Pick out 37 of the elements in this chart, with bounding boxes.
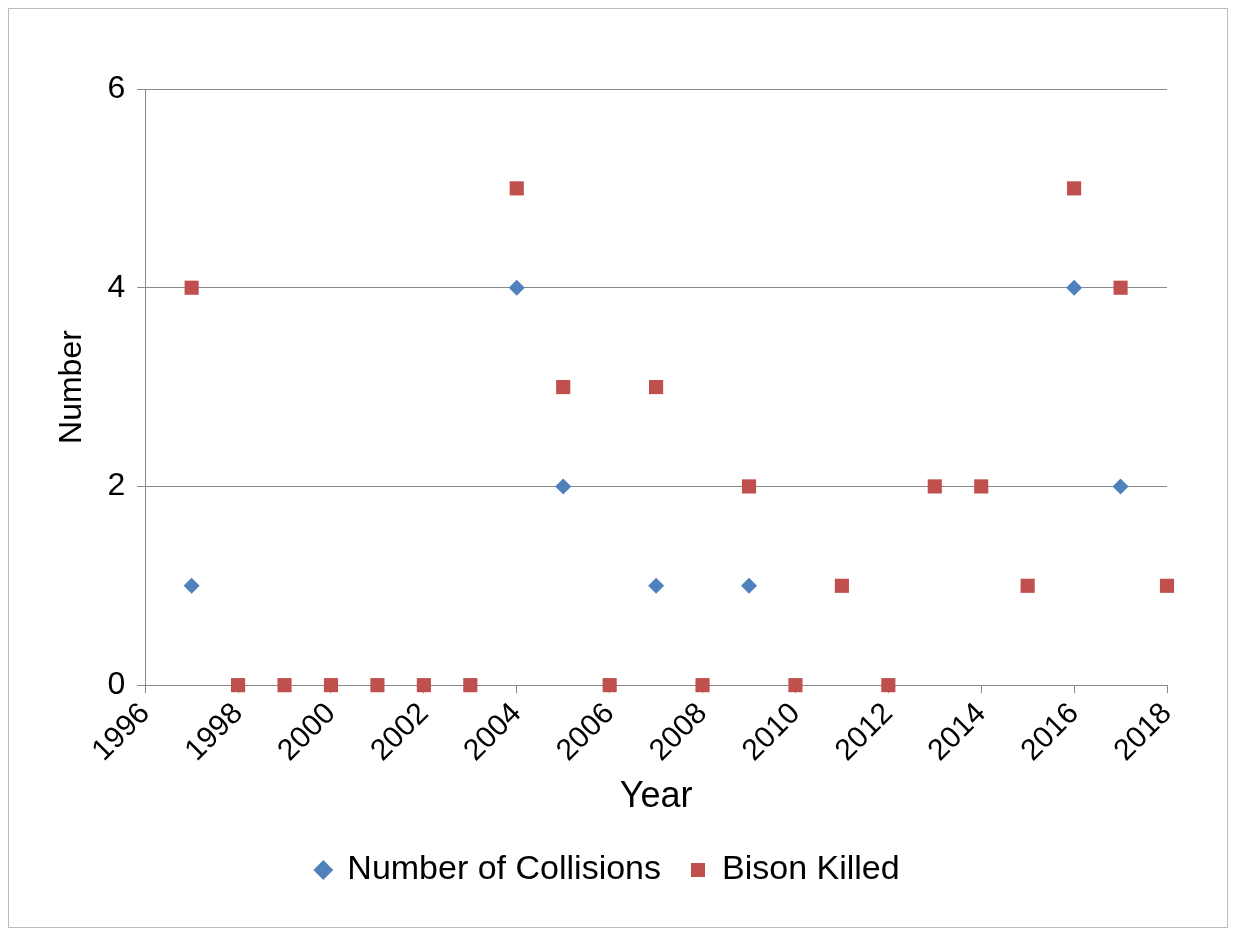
point [695, 678, 710, 693]
point [834, 578, 849, 593]
point [509, 181, 524, 196]
point [508, 279, 525, 296]
y-tick-label: 2 [107, 466, 126, 503]
point [1020, 578, 1035, 593]
point [231, 678, 246, 693]
point [555, 478, 572, 495]
point [974, 479, 989, 494]
y-axis-title: Number [52, 329, 89, 444]
point [927, 479, 942, 494]
point [648, 577, 665, 594]
point [1067, 181, 1082, 196]
point [788, 678, 803, 693]
point [649, 380, 664, 395]
point [416, 678, 431, 693]
point [1066, 279, 1083, 296]
point [1159, 578, 1175, 593]
point [323, 678, 339, 693]
point [740, 577, 757, 594]
y-tick-label: 4 [107, 267, 126, 304]
legend-label: Bison Killed [722, 848, 900, 887]
point [184, 280, 199, 295]
legend-label: Number of Collisions [347, 848, 662, 887]
point [602, 678, 617, 693]
point [277, 678, 292, 693]
y-tick-label: 6 [107, 68, 126, 105]
point [881, 678, 896, 693]
point [1112, 478, 1129, 495]
point [370, 678, 385, 693]
point [1113, 280, 1128, 295]
point [741, 479, 757, 494]
x-axis-title: Year [619, 774, 693, 816]
point [556, 380, 571, 395]
point [463, 678, 478, 693]
y-tick-label: 0 [107, 664, 126, 701]
point [183, 577, 200, 594]
